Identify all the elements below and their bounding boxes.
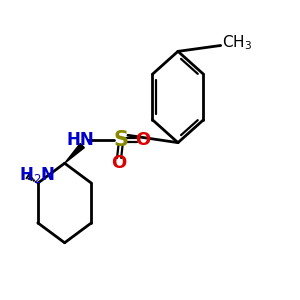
Text: S: S bbox=[113, 130, 128, 150]
Text: CH$_3$: CH$_3$ bbox=[222, 33, 252, 52]
Polygon shape bbox=[64, 143, 84, 163]
Text: H$_2$N: H$_2$N bbox=[19, 165, 56, 185]
Text: O: O bbox=[135, 131, 150, 149]
Text: O: O bbox=[112, 154, 127, 172]
Text: HN: HN bbox=[67, 131, 95, 149]
